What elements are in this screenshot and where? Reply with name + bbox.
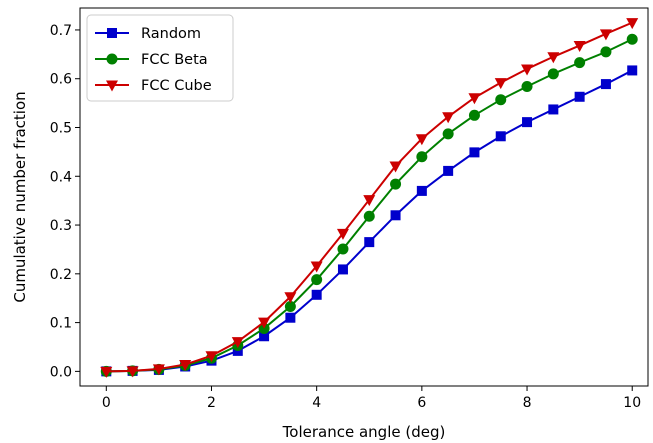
series-fcc-cube [100,18,639,378]
x-tick-label: 10 [623,395,641,411]
data-point-fcc-cube [179,360,192,372]
data-point-fcc-beta [442,128,454,140]
data-point-fcc-beta [416,151,428,163]
data-point-fcc-cube [336,228,349,240]
data-point-random [495,131,506,142]
y-tick-label: 0.1 [50,316,72,332]
data-point-fcc-beta [521,81,533,93]
data-point-fcc-beta [363,210,375,222]
y-tick-label: 0.6 [50,72,72,88]
data-point-random [259,331,270,342]
data-point-fcc-cube [442,112,455,124]
legend-item-random: Random [95,26,201,42]
data-point-fcc-cube [389,161,402,173]
data-point-fcc-cube [626,18,639,30]
legend-label-fcc-cube: FCC Cube [141,78,212,94]
data-point-fcc-beta [574,57,586,69]
data-point-fcc-cube [126,366,139,378]
data-point-fcc-beta [284,300,296,312]
data-point-fcc-beta [390,178,402,190]
data-point-fcc-cube [599,29,612,41]
y-tick-label: 0.5 [50,120,72,136]
data-point-random [337,264,348,275]
data-point-random [416,185,427,196]
data-point-fcc-beta [547,68,559,80]
data-point-fcc-beta [626,33,638,45]
legend-marker-fcc-cube [106,80,118,92]
y-tick-label: 0.3 [50,218,72,234]
data-point-fcc-cube [258,317,271,329]
data-point-fcc-cube [205,351,218,363]
legend-item-fcc-cube: FCC Cube [95,78,212,94]
ticks-layer: 0 2 4 6 8 10 0.0 0.1 0.2 0.3 0.4 0.5 0.6 0.7 [50,23,641,411]
y-tick-label: 0.4 [50,169,72,185]
data-point-fcc-cube [152,364,165,376]
data-point-fcc-cube [415,134,428,146]
x-tick-label: 8 [523,395,532,411]
legend-item-fcc-beta: FCC Beta [95,52,208,68]
data-point-fcc-cube [468,93,481,105]
x-tick-label: 6 [417,395,426,411]
legend-marker-fcc-beta [106,53,118,65]
data-point-fcc-cube [573,41,586,53]
data-point-random [574,91,585,102]
data-point-random [469,147,480,158]
data-point-fcc-cube [363,195,376,207]
data-point-random [548,104,559,115]
data-point-random [627,65,638,76]
legend-label-fcc-beta: FCC Beta [141,52,208,68]
data-point-random [311,289,322,300]
y-tick-label: 0.2 [50,267,72,283]
data-point-fcc-cube [494,78,507,90]
legend: Random FCC Beta FCC Cube [86,14,234,102]
x-tick-label: 2 [207,395,216,411]
x-tick-label: 0 [102,395,111,411]
data-point-random [390,210,401,221]
data-point-random [285,312,296,323]
data-point-random [522,117,533,128]
series-layer [100,18,639,378]
data-point-random [600,79,611,90]
legend-marker-random [107,28,117,38]
y-axis-label: Cumulative number fraction [11,91,29,302]
legend-items: Random FCC Beta FCC Cube [95,26,212,94]
x-tick-label: 4 [312,395,321,411]
y-tick-label: 0.0 [50,364,72,380]
data-point-fcc-beta [468,109,480,121]
data-point-fcc-cube [310,261,323,273]
data-point-fcc-beta [311,274,323,286]
data-point-random [364,237,375,248]
legend-label-random: Random [141,26,201,42]
plot-frame [79,7,649,387]
data-point-fcc-beta [600,46,612,58]
data-point-fcc-beta [337,243,349,255]
x-axis-label: Tolerance angle (deg) [282,423,446,441]
data-point-fcc-cube [547,52,560,64]
y-tick-label: 0.7 [50,23,72,39]
data-point-fcc-cube [521,64,534,76]
data-point-random [443,165,454,176]
data-point-fcc-cube [231,337,244,349]
data-point-fcc-cube [284,292,297,304]
legend-box [86,14,234,102]
data-point-fcc-beta [495,94,507,106]
data-point-fcc-cube [100,366,113,378]
